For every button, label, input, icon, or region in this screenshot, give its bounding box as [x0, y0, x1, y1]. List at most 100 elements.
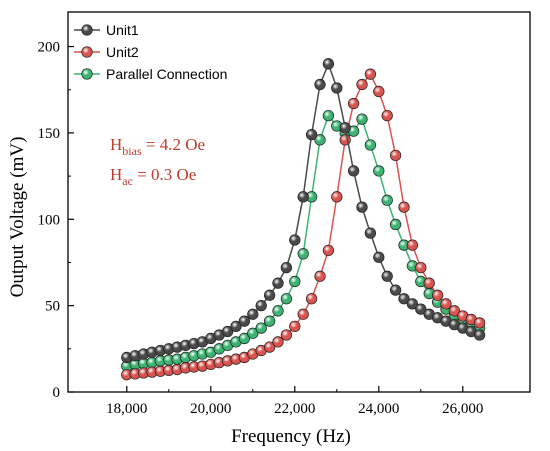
annotation: Hbias = 4.2 Oe Hac = 0.3 Oe: [110, 135, 205, 188]
data-point: [364, 139, 377, 151]
x-tick-label: 26,000: [442, 401, 483, 417]
legend-marker: [81, 24, 93, 36]
data-point: [322, 244, 335, 257]
data-point: [230, 320, 242, 333]
data-point: [373, 85, 385, 98]
data-point: [238, 315, 251, 327]
plot-frame: [67, 11, 531, 393]
x-tick-label: 22,000: [274, 401, 315, 417]
data-point: [373, 251, 385, 263]
legend: Unit1 Unit2 Parallel Connection: [74, 22, 227, 82]
data-point: [448, 305, 461, 317]
data-point: [356, 113, 368, 125]
data-point: [263, 315, 276, 327]
data-point: [305, 293, 318, 305]
data-point: [406, 298, 419, 310]
data-point: [389, 284, 402, 296]
legend-marker: [81, 68, 93, 80]
data-point: [255, 299, 267, 312]
x-tick-label: 24,000: [358, 401, 399, 417]
y-tick-label: 200: [38, 40, 61, 56]
data-point: [297, 308, 309, 320]
annotation-line-1-sub: bias: [122, 144, 142, 158]
data-point: [381, 194, 393, 206]
data-point: [238, 332, 251, 345]
annotation-line-2-main: H: [110, 165, 122, 184]
annotation-line-2: Hac = 0.3 Oe: [110, 165, 196, 188]
y-tick-label: 50: [45, 299, 60, 315]
data-point: [415, 303, 427, 315]
data-point: [272, 277, 284, 289]
annotation-line-1-main: H: [110, 135, 122, 154]
data-point: [356, 78, 368, 91]
series-unit2: [121, 68, 486, 381]
data-point: [389, 149, 402, 162]
legend-item: Unit1: [74, 22, 139, 38]
data-point: [280, 293, 293, 305]
data-point: [297, 191, 309, 203]
data-point: [331, 82, 343, 94]
data-point: [322, 58, 335, 70]
legend-item: Unit2: [74, 44, 139, 60]
data-point: [289, 234, 301, 246]
data-point: [364, 68, 377, 80]
data-point: [381, 109, 393, 122]
x-axis-label: Frequency (Hz): [231, 426, 351, 447]
data-point: [331, 191, 343, 203]
data-point: [389, 218, 402, 231]
y-tick-label: 150: [38, 126, 61, 142]
legend-label: Unit1: [106, 22, 139, 38]
legend-label: Parallel Connection: [106, 66, 227, 82]
data-point: [289, 275, 301, 288]
data-point: [272, 336, 284, 348]
data-point: [398, 201, 410, 213]
legend-label: Unit2: [106, 44, 139, 60]
series-line: [126, 72, 480, 376]
data-point: [347, 165, 360, 177]
axes: [67, 11, 531, 393]
data-point: [431, 289, 444, 301]
data-point: [247, 308, 259, 320]
data-point: [314, 78, 326, 91]
data-point: [305, 128, 318, 141]
data-point: [314, 134, 326, 146]
data-point: [289, 320, 301, 333]
data-point: [221, 325, 234, 338]
legend-item: Parallel Connection: [74, 66, 227, 82]
data-point: [280, 261, 293, 274]
data-point: [347, 97, 360, 110]
data-point: [272, 305, 284, 317]
y-tick-label: 0: [53, 385, 61, 401]
x-tick-label: 20,000: [190, 401, 231, 417]
data-point: [473, 317, 486, 329]
annotation-line-1-rest: = 4.2 Oe: [142, 135, 205, 154]
data-point: [423, 277, 435, 289]
data-point: [263, 289, 276, 301]
data-point: [297, 248, 309, 260]
data-point: [339, 122, 351, 134]
annotation-line-2-rest: = 0.3 Oe: [133, 165, 196, 184]
data-point: [255, 322, 267, 334]
data-point: [356, 201, 368, 213]
x-ticks: 18,000 20,000 22,000 24,000 26,000: [106, 386, 483, 417]
x-tick-label: 18,000: [106, 401, 147, 417]
data-point: [415, 261, 427, 274]
y-tick-label: 100: [38, 212, 61, 228]
annotation-line-2-sub: ac: [122, 174, 133, 188]
series-unit1: [121, 58, 486, 364]
legend-marker: [81, 46, 93, 58]
data-point: [314, 270, 326, 282]
data-point: [364, 227, 377, 239]
data-point: [373, 165, 385, 177]
data-point: [381, 270, 393, 282]
data-point: [440, 298, 452, 310]
y-axis-label: Output Voltage (mV): [7, 137, 28, 298]
data-point: [247, 327, 259, 339]
annotation-line-1: Hbias = 4.2 Oe: [110, 135, 205, 158]
data-point: [406, 239, 419, 251]
plot-area: [121, 58, 486, 381]
data-point: [322, 109, 335, 122]
data-point: [398, 293, 410, 305]
data-point: [473, 329, 486, 341]
